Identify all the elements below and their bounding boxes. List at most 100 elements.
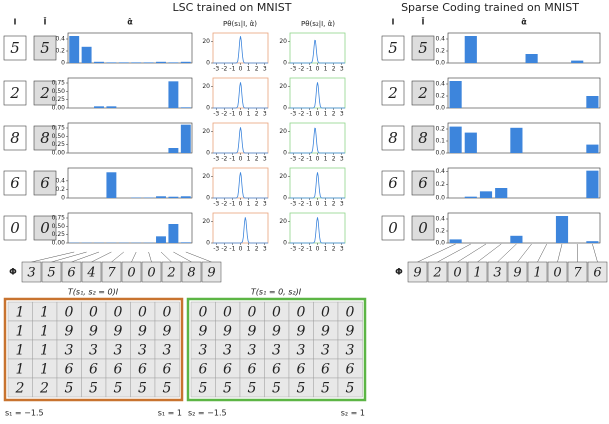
connector	[497, 243, 517, 263]
x-tick-label: 1	[324, 246, 328, 253]
digit-image	[381, 125, 405, 151]
cell-digit: 9	[272, 324, 281, 340]
digit-image	[381, 170, 405, 196]
y-tick-label: 20	[202, 128, 210, 135]
digit-image	[3, 125, 27, 151]
header: α̂	[521, 17, 527, 27]
x-tick-label: -2	[298, 111, 304, 118]
atom-digit: 4	[86, 266, 95, 281]
connector	[537, 243, 548, 263]
cell-digit: 5	[114, 381, 123, 397]
atom-digit: 1	[473, 266, 481, 281]
cell-digit: 0	[114, 305, 123, 321]
bar	[168, 224, 179, 243]
cell-digit: 1	[40, 324, 49, 340]
density-frame	[212, 212, 269, 244]
cell-digit: 0	[272, 305, 281, 321]
connector	[185, 251, 212, 263]
x-tick-label: 1	[247, 66, 251, 73]
y-tick-label: 20	[202, 38, 210, 45]
header: α̂	[127, 17, 133, 27]
x-tick-label: 2	[255, 201, 259, 208]
bar	[118, 62, 129, 63]
panel-title: LSC trained on MNIST	[172, 1, 291, 14]
x-tick-label: 0	[316, 66, 320, 73]
cell-digit: 9	[199, 324, 208, 340]
cell-digit: 0	[163, 305, 172, 321]
density-curve	[213, 82, 268, 109]
bar	[156, 236, 166, 243]
atom-digit: 7	[573, 266, 582, 281]
x-tick-label: 2	[255, 246, 259, 253]
x-tick-label: 1	[247, 156, 251, 163]
atom-image	[161, 261, 182, 283]
bar	[449, 126, 462, 153]
bar	[586, 144, 599, 153]
axes-frame	[447, 167, 601, 199]
digit-image	[411, 125, 435, 151]
x-tick-label: 3	[263, 156, 267, 163]
x-tick-label: -3	[290, 201, 296, 208]
cell-digit: 3	[297, 343, 306, 359]
y-tick-label: 0.2	[435, 93, 445, 100]
atom-digit: 9	[513, 266, 521, 281]
density-curve	[290, 39, 345, 64]
x-tick-label: 2	[255, 111, 259, 118]
connector	[51, 251, 87, 263]
digit-image	[381, 215, 405, 241]
bar	[510, 235, 523, 243]
y-tick-label: 0.4	[435, 216, 445, 223]
digit: 0	[10, 219, 20, 237]
x-tick-label: -1	[229, 111, 235, 118]
grid-label-right: s₁ = 1	[158, 409, 182, 418]
cell-digit: 3	[114, 343, 123, 359]
cell-digit: 3	[272, 343, 281, 359]
atom-image	[61, 261, 82, 283]
x-tick-label: -2	[221, 156, 227, 163]
bar	[449, 239, 462, 243]
cell-digit: 1	[40, 343, 49, 359]
x-tick-label: -1	[229, 246, 235, 253]
cell-digit: 9	[138, 324, 147, 340]
y-tick-label: 0.75	[52, 215, 66, 222]
x-tick-label: 2	[332, 246, 336, 253]
y-tick-label: 0.50	[52, 88, 66, 95]
cell-digit: 6	[321, 362, 330, 378]
cell-digit: 6	[163, 362, 172, 378]
x-tick-label: -1	[229, 201, 235, 208]
digit: 2	[417, 84, 428, 102]
y-tick-label: 0.00	[52, 240, 66, 247]
bar	[495, 188, 508, 198]
cell	[337, 377, 363, 398]
y-tick-label: 0.2	[435, 181, 445, 188]
cell-digit: 6	[248, 362, 257, 378]
bar	[131, 62, 142, 63]
bar	[180, 196, 191, 198]
y-tick-label: 0	[283, 240, 287, 247]
atom-image	[21, 261, 42, 283]
cell-digit: 2	[15, 381, 25, 397]
density-curve	[213, 172, 268, 199]
cell-digit: 9	[297, 324, 306, 340]
y-tick-label: 0.0	[435, 150, 445, 157]
y-tick-label: 0.4	[55, 177, 65, 184]
digit-image	[3, 215, 27, 241]
cell-digit: 0	[248, 305, 257, 321]
x-tick-label: 1	[324, 66, 328, 73]
connector	[457, 243, 487, 263]
cell-digit: 0	[199, 305, 208, 321]
digit: 2	[387, 84, 398, 102]
panel-title: Sparse Coding trained on MNIST	[401, 1, 579, 14]
y-tick-label: 0.2	[435, 48, 445, 55]
header: Pθ(s₂|I, α̂)	[301, 20, 335, 28]
y-tick-label: 0.2	[55, 48, 65, 55]
y-tick-label: 0	[206, 240, 210, 247]
y-tick-label: 0.0	[435, 105, 445, 112]
connector	[437, 243, 471, 263]
bar	[106, 106, 117, 108]
y-tick-label: 0	[283, 60, 287, 67]
y-tick-label: 0.00	[52, 150, 66, 157]
x-tick-label: 3	[340, 111, 344, 118]
digit: 0	[40, 219, 50, 237]
